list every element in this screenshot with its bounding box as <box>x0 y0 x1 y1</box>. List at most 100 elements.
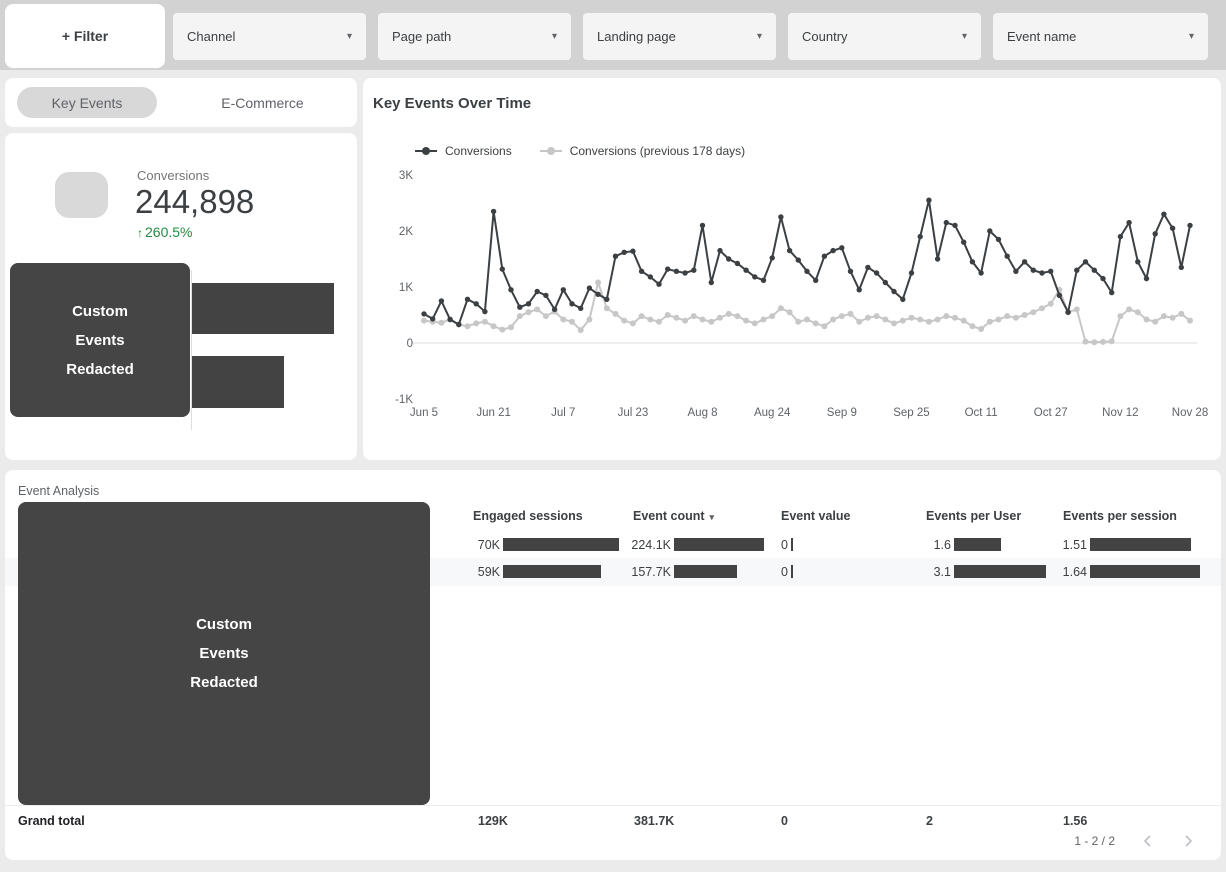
svg-text:3K: 3K <box>399 170 413 182</box>
column-header-label: Event count <box>633 509 705 523</box>
chevron-down-icon: ▾ <box>1188 31 1194 42</box>
pagination-range: 1 - 2 / 2 <box>1074 834 1115 848</box>
table-cell-value: 157.7K <box>631 565 671 579</box>
sort-desc-icon: ▾ <box>709 512 715 522</box>
column-header-event-count[interactable]: Event count ▾ <box>633 509 714 523</box>
svg-text:Jul 7: Jul 7 <box>551 407 575 419</box>
redaction-line: Redacted <box>190 674 258 691</box>
redaction-line: Redacted <box>66 360 134 378</box>
add-filter-label: + Filter <box>61 28 109 44</box>
key-events-over-time-card: Key Events Over Time Conversions Convers… <box>363 78 1221 460</box>
metric-label: Conversions <box>137 168 210 183</box>
next-page-button[interactable] <box>1181 834 1195 848</box>
svg-text:Sep 25: Sep 25 <box>893 407 929 419</box>
table-cell-value: 3.1 <box>933 565 951 579</box>
bar <box>192 283 334 334</box>
redaction-overlay: Custom Events Redacted <box>18 502 430 805</box>
table-cell-value: 0 <box>781 538 788 552</box>
filter-dropdown-label: Page path <box>392 29 452 44</box>
filter-dropdown-page-path[interactable]: Page path ▾ <box>378 13 571 60</box>
svg-text:Sep 9: Sep 9 <box>827 407 857 419</box>
tab-e-commerce[interactable]: E-Commerce <box>180 87 345 118</box>
chevron-down-icon: ▾ <box>346 31 352 42</box>
svg-text:Oct 27: Oct 27 <box>1034 407 1068 419</box>
bar-chart-axis-line <box>191 270 192 430</box>
column-header-event-value[interactable]: Event value <box>781 509 850 523</box>
column-header-events-per-session[interactable]: Events per session <box>1063 509 1177 523</box>
legend-item-previous: Conversions (previous 178 days) <box>539 144 745 158</box>
trend-up-icon: ↑ <box>137 226 143 240</box>
svg-text:Jun 21: Jun 21 <box>476 407 511 419</box>
svg-text:Oct 11: Oct 11 <box>965 407 998 419</box>
legend-marker <box>415 147 437 155</box>
grand-total-value: 0 <box>781 814 788 828</box>
table-cell-bar <box>674 565 737 578</box>
metric-delta: ↑ 260.5% <box>137 224 192 240</box>
grand-total-value: 381.7K <box>634 814 675 828</box>
table-cell-bar <box>674 538 764 551</box>
chart-title: Key Events Over Time <box>373 95 532 112</box>
redaction-line: Events <box>75 331 125 349</box>
filter-dropdown-label: Event name <box>1007 29 1077 44</box>
table-cell-bar <box>1090 538 1191 551</box>
filter-dropdown-label: Channel <box>187 29 236 44</box>
svg-text:Jun 5: Jun 5 <box>410 407 438 419</box>
tab-label: E-Commerce <box>221 94 304 111</box>
table-cell-bar <box>954 565 1046 578</box>
delta-value: 260.5% <box>145 224 193 240</box>
table-cell-value: 1.51 <box>1062 538 1087 552</box>
redaction-line: Custom <box>72 302 128 320</box>
tab-label: Key Events <box>51 94 123 111</box>
column-header-label: Engaged sessions <box>473 509 583 523</box>
table-cell-value: 1.64 <box>1062 565 1087 579</box>
table-cell-value: 224.1K <box>631 538 671 552</box>
redacted-icon <box>55 172 108 218</box>
svg-text:0: 0 <box>407 338 413 350</box>
chart-legend: Conversions Conversions (previous 178 da… <box>415 144 745 158</box>
grand-total-value: 2 <box>926 814 933 828</box>
column-header-label: Events per User <box>926 509 1022 523</box>
svg-text:Nov 12: Nov 12 <box>1102 407 1138 419</box>
column-header-engaged-sessions[interactable]: Engaged sessions <box>473 509 583 523</box>
column-header-label: Event value <box>781 509 851 523</box>
event-analysis-card: Event Analysis Engaged sessions Event co… <box>5 470 1221 860</box>
chevron-down-icon: ▾ <box>551 31 557 42</box>
grand-total-value: 129K <box>478 814 508 828</box>
table-cell-value: 59K <box>477 565 500 579</box>
legend-label: Conversions <box>445 144 512 158</box>
filter-dropdown-country[interactable]: Country ▾ <box>788 13 981 60</box>
chevron-down-icon: ▾ <box>756 31 762 42</box>
add-filter-button[interactable]: + Filter <box>5 4 165 68</box>
svg-text:Jul 23: Jul 23 <box>618 407 649 419</box>
previous-page-button[interactable] <box>1141 834 1155 848</box>
svg-text:Nov 28: Nov 28 <box>1172 407 1208 419</box>
svg-text:Aug 24: Aug 24 <box>754 407 791 419</box>
filter-dropdown-event-name[interactable]: Event name ▾ <box>993 13 1208 60</box>
redaction-line: Custom <box>196 616 252 633</box>
column-header-label: Events per session <box>1063 509 1177 523</box>
redaction-overlay: Custom Events Redacted <box>10 263 190 417</box>
table-pagination: 1 - 2 / 2 <box>1074 834 1195 848</box>
svg-text:-1K: -1K <box>395 394 413 406</box>
metric-value: 244,898 <box>135 183 255 220</box>
table-cell-bar <box>954 538 1001 551</box>
filter-dropdown-landing-page[interactable]: Landing page ▾ <box>583 13 776 60</box>
filter-dropdown-label: Country <box>802 29 848 44</box>
table-cell-value: 70K <box>477 538 500 552</box>
table-cell-value: 0 <box>781 565 788 579</box>
conversions-scorecard-card: Conversions 244,898 ↑ 260.5% Custom Event… <box>5 133 357 460</box>
table-title: Event Analysis <box>18 484 100 498</box>
legend-item-conversions: Conversions <box>415 144 512 158</box>
table-cell-value: 1.6 <box>933 538 951 552</box>
tab-key-events[interactable]: Key Events <box>17 87 157 118</box>
grand-total-label: Grand total <box>18 814 85 828</box>
column-header-events-per-user[interactable]: Events per User <box>926 509 1021 523</box>
filter-dropdown-channel[interactable]: Channel ▾ <box>173 13 366 60</box>
grand-total-row: Grand total 129K 381.7K 0 2 1.56 <box>5 805 1221 832</box>
filter-dropdown-label: Landing page <box>597 29 676 44</box>
table-cell-bar <box>1090 565 1200 578</box>
svg-text:2K: 2K <box>399 226 413 238</box>
table-cell-bar <box>791 538 793 551</box>
svg-text:1K: 1K <box>399 282 413 294</box>
